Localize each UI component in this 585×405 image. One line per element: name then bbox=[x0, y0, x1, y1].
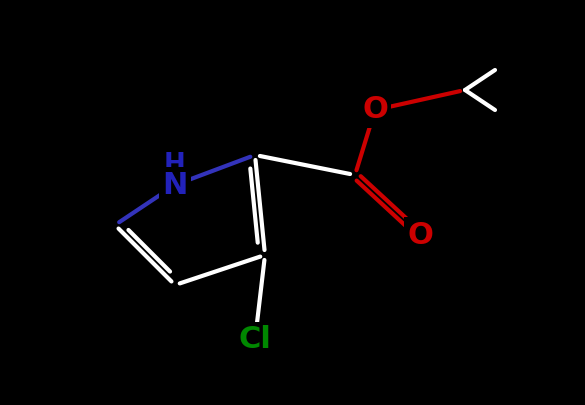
Text: H: H bbox=[164, 152, 186, 178]
Text: Cl: Cl bbox=[239, 326, 271, 354]
Text: O: O bbox=[362, 96, 388, 124]
Text: O: O bbox=[407, 220, 433, 249]
Text: N: N bbox=[162, 171, 188, 200]
